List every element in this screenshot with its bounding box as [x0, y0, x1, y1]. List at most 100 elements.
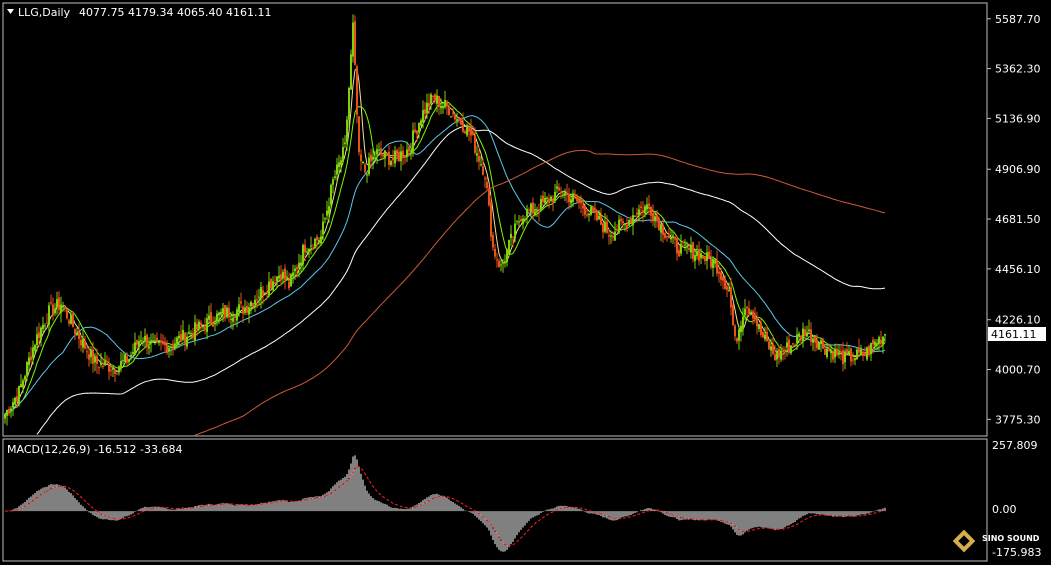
candle — [758, 323, 760, 333]
candle — [444, 90, 446, 110]
candle — [304, 239, 306, 262]
candle — [78, 323, 80, 349]
macd-panel[interactable] — [4, 455, 886, 552]
candle — [436, 89, 438, 113]
candle — [778, 345, 780, 365]
candle — [604, 213, 606, 234]
candle — [616, 224, 618, 233]
candle — [490, 195, 492, 242]
candle — [610, 230, 612, 244]
candle — [782, 346, 784, 361]
candle — [832, 349, 834, 363]
candle — [536, 206, 538, 217]
candle — [314, 237, 316, 249]
candle — [592, 205, 594, 213]
candle — [38, 322, 40, 347]
candle — [474, 127, 476, 155]
candle — [190, 330, 192, 340]
candle — [720, 267, 722, 286]
candle — [356, 64, 358, 124]
candle — [416, 130, 418, 142]
candle — [256, 290, 258, 309]
candle — [116, 372, 118, 376]
candle — [752, 309, 754, 325]
candle — [46, 313, 48, 324]
price-panel-frame — [2, 2, 988, 437]
price-axis: 5587.70 5362.30 5136.90 4906.90 4681.50 4456.… — [987, 13, 1041, 559]
candle — [572, 189, 574, 207]
candle — [142, 337, 144, 347]
candle — [558, 183, 560, 192]
candle — [160, 333, 162, 351]
candle — [98, 366, 100, 375]
dropdown-triangle-icon[interactable] — [7, 9, 14, 14]
candle — [140, 331, 142, 344]
candle — [734, 324, 736, 341]
candle — [114, 368, 116, 382]
candle — [88, 346, 90, 367]
candle — [180, 324, 182, 343]
candle — [398, 146, 400, 162]
candle — [388, 145, 390, 170]
candle — [512, 236, 514, 248]
candle — [138, 335, 140, 354]
candle — [726, 282, 728, 298]
candle — [880, 330, 882, 348]
candle — [218, 311, 220, 325]
candle — [268, 271, 270, 298]
candle — [522, 214, 524, 230]
candle — [370, 148, 372, 169]
candle — [576, 193, 578, 203]
candle — [742, 307, 744, 336]
candle — [848, 345, 850, 356]
candle — [706, 245, 708, 270]
candle — [96, 348, 98, 374]
candle — [804, 325, 806, 340]
candle — [682, 240, 684, 248]
candle — [732, 302, 734, 327]
price-tick-label: 4456.10 — [995, 263, 1041, 276]
candle — [100, 353, 102, 368]
candle — [426, 93, 428, 119]
candle — [182, 320, 184, 342]
candle — [684, 239, 686, 251]
candle — [336, 157, 338, 182]
candle — [280, 265, 282, 286]
candle — [712, 256, 714, 277]
price-panel[interactable] — [4, 14, 886, 436]
candle — [208, 305, 210, 325]
candle — [586, 208, 588, 218]
candle — [296, 264, 298, 278]
candle — [120, 351, 122, 373]
candle — [846, 341, 848, 354]
candle — [546, 196, 548, 206]
ma-line-60 — [36, 125, 886, 435]
candle — [86, 344, 88, 359]
candle — [338, 154, 340, 175]
candle — [222, 303, 224, 323]
candle — [584, 203, 586, 219]
candle — [730, 278, 732, 316]
candle — [528, 207, 530, 214]
candle — [810, 322, 812, 347]
candle — [808, 319, 810, 335]
candle — [36, 326, 38, 351]
candle — [28, 351, 30, 373]
candle — [178, 331, 180, 348]
candle — [746, 305, 748, 318]
candle — [606, 215, 608, 234]
candle — [112, 366, 114, 377]
candle — [214, 316, 216, 332]
candle — [816, 333, 818, 351]
candle — [428, 93, 430, 115]
candle — [76, 327, 78, 336]
candle — [466, 123, 468, 138]
candle — [236, 306, 238, 328]
candle — [866, 346, 868, 361]
candle — [154, 334, 156, 345]
candle — [754, 306, 756, 324]
candle — [184, 332, 186, 352]
candle — [274, 275, 276, 285]
candle — [790, 345, 792, 355]
